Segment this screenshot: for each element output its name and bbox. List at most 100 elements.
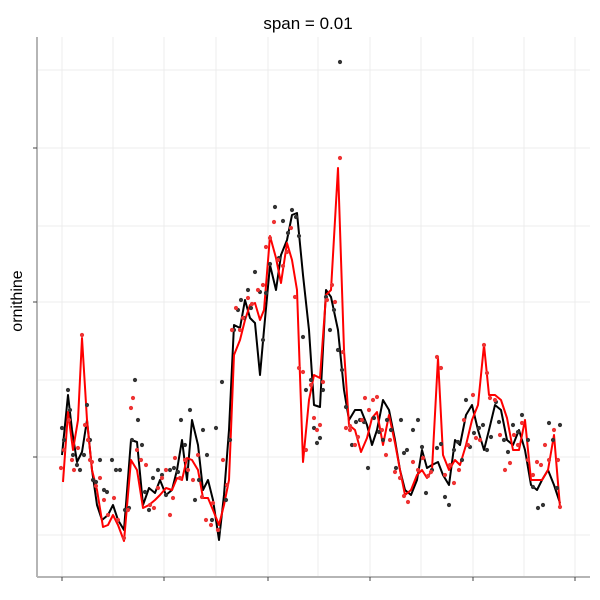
- black-point: [84, 402, 90, 408]
- red-point: [447, 462, 453, 468]
- black-point: [192, 497, 198, 503]
- red-point: [275, 257, 281, 263]
- red-point: [487, 395, 493, 401]
- red-point: [317, 422, 323, 428]
- black-point: [196, 477, 202, 483]
- black-smooth-line: [61, 212, 561, 541]
- black-point: [303, 387, 309, 393]
- red-point: [71, 467, 77, 473]
- red-point: [434, 354, 440, 360]
- red-point: [260, 282, 266, 288]
- red-point: [147, 502, 153, 508]
- black-point: [339, 367, 345, 373]
- red-point: [337, 155, 343, 161]
- black-point: [471, 430, 477, 436]
- red-point: [85, 437, 91, 443]
- red-point: [288, 225, 294, 231]
- red-point: [121, 535, 127, 541]
- red-point: [255, 287, 261, 293]
- red-point: [370, 397, 376, 403]
- black-point: [515, 429, 521, 435]
- black-point: [353, 419, 359, 425]
- red-point: [220, 457, 226, 463]
- axes: [33, 37, 590, 581]
- red-point: [195, 452, 201, 458]
- red-point: [515, 442, 521, 448]
- black-point: [155, 467, 161, 473]
- black-point: [209, 517, 215, 523]
- red-point: [58, 465, 64, 471]
- red-point: [343, 425, 349, 431]
- red-point: [143, 462, 149, 468]
- red-point: [170, 495, 176, 501]
- black-point: [135, 417, 141, 423]
- black-point: [163, 492, 169, 498]
- black-point: [289, 207, 295, 213]
- red-point: [383, 452, 389, 458]
- red-point: [229, 327, 235, 333]
- red-point: [182, 457, 188, 463]
- black-point: [442, 494, 448, 500]
- black-point: [554, 485, 560, 491]
- red-point: [115, 517, 121, 523]
- red-point: [546, 457, 552, 463]
- black-point: [219, 379, 225, 385]
- red-point: [240, 315, 246, 321]
- black-point: [337, 59, 343, 65]
- black-point: [132, 377, 138, 383]
- red-point: [101, 497, 107, 503]
- black-point: [384, 417, 390, 423]
- red-point: [224, 482, 230, 488]
- black-point: [90, 477, 96, 483]
- black-point: [61, 437, 67, 443]
- red-point: [190, 477, 196, 483]
- red-point: [203, 517, 209, 523]
- red-smooth-line: [62, 167, 561, 542]
- black-point: [267, 261, 273, 267]
- red-point: [320, 379, 326, 385]
- black-point: [113, 467, 119, 473]
- black-point: [410, 427, 416, 433]
- red-point: [128, 405, 134, 411]
- black-point: [451, 447, 457, 453]
- black-point: [227, 437, 233, 443]
- black-point: [401, 450, 407, 456]
- black-point: [393, 465, 399, 471]
- red-point: [332, 299, 338, 305]
- red-point: [177, 475, 183, 481]
- black-point: [320, 387, 326, 393]
- red-point: [267, 235, 273, 241]
- black-point: [380, 437, 386, 443]
- black-point: [349, 442, 355, 448]
- red-point: [347, 423, 353, 429]
- red-point: [438, 365, 444, 371]
- red-point: [210, 500, 216, 506]
- black-point: [525, 437, 531, 443]
- red-point: [138, 457, 144, 463]
- red-point: [245, 295, 251, 301]
- black-point: [496, 419, 502, 425]
- red-point: [401, 493, 407, 499]
- black-point: [159, 472, 165, 478]
- red-point: [497, 432, 503, 438]
- black-point: [77, 467, 83, 473]
- black-point: [109, 457, 115, 463]
- black-point: [223, 497, 229, 503]
- red-point: [314, 427, 320, 433]
- black-point: [459, 457, 465, 463]
- black-point: [376, 429, 382, 435]
- red-point: [555, 457, 561, 463]
- black-point: [101, 487, 107, 493]
- black-point: [317, 435, 323, 441]
- red-point: [347, 427, 353, 433]
- red-point: [461, 417, 467, 423]
- black-point: [311, 425, 317, 431]
- black-point: [446, 502, 452, 508]
- black-point: [343, 404, 349, 410]
- red-point: [492, 397, 498, 403]
- black-point: [200, 427, 206, 433]
- black-point: [314, 440, 320, 446]
- red-point: [75, 445, 81, 451]
- black-point: [455, 439, 461, 445]
- black-point: [365, 465, 371, 471]
